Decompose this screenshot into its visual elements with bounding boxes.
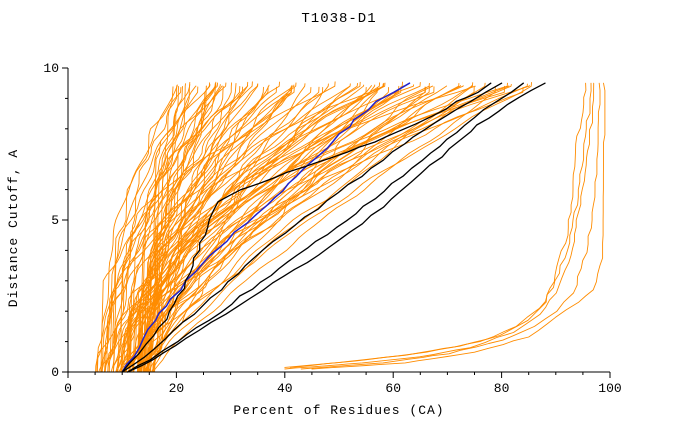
x-tick-label: 0 [64, 381, 72, 396]
x-tick-label: 100 [598, 381, 621, 396]
curves-layer [95, 81, 606, 373]
model-curve-orange [137, 87, 312, 373]
curve-black-model-1 [121, 82, 492, 373]
y-axis-label: Distance Cutoff, A [6, 149, 21, 307]
y-tick-label: 5 [51, 213, 59, 228]
model-curve-orange [104, 85, 197, 373]
model-curve-orange [136, 85, 223, 373]
y-tick-label: 10 [43, 61, 59, 76]
curve-black-model-3 [126, 82, 524, 373]
model-curve-orange [120, 82, 381, 373]
curve-black-model-2 [121, 82, 503, 373]
model-curve-orange [124, 82, 218, 373]
model-curve-orange [141, 82, 358, 373]
model-curve-orange [122, 85, 448, 373]
x-tick-label: 20 [169, 381, 185, 396]
model-curve-orange [145, 83, 460, 373]
model-curve-orange [144, 87, 390, 373]
model-curve-orange [145, 83, 186, 373]
curve-black-model-4 [126, 82, 546, 373]
model-curve-orange [146, 82, 430, 373]
model-curve-orange [147, 85, 372, 373]
model-curve-orange [139, 84, 221, 373]
model-curve-orange [104, 86, 182, 373]
model-curve-orange [112, 86, 244, 373]
model-curve-orange [96, 84, 415, 373]
model-curve-orange [131, 84, 211, 373]
model-curve-orange [152, 84, 191, 373]
model-curve-orange [107, 86, 292, 373]
curve-orange-outlier-3 [300, 82, 601, 370]
model-curve-orange [150, 83, 237, 373]
model-curve-orange [107, 82, 227, 373]
model-curve-orange [147, 84, 365, 373]
model-curve-orange [137, 85, 216, 373]
x-axis-label: Percent of Residues (CA) [233, 403, 444, 418]
model-curve-orange [110, 84, 178, 373]
model-curve-orange [140, 86, 269, 373]
curve-orange-outlier-5 [284, 82, 595, 370]
curve-blue-model [121, 82, 411, 373]
model-curve-orange [124, 87, 324, 373]
curve-orange-outlier-2 [289, 82, 592, 368]
model-curve-orange [152, 86, 430, 373]
chart-title: T1038-D1 [301, 11, 376, 27]
y-tick-label: 0 [51, 365, 59, 380]
axes-layer: 0 20 40 60 80 100 0 5 10 [43, 61, 621, 396]
model-curve-orange [125, 84, 295, 373]
model-curve-orange [148, 82, 385, 373]
model-curve-orange [133, 86, 524, 373]
curve-orange-outlier-4 [311, 82, 606, 370]
model-curve-orange [143, 84, 258, 373]
model-curve-orange [152, 86, 496, 373]
model-curve-orange [108, 81, 253, 373]
model-curve-orange [100, 84, 178, 373]
x-tick-label: 60 [385, 381, 401, 396]
model-curve-orange [120, 82, 421, 373]
model-curve-orange [129, 85, 464, 373]
x-tick-label: 80 [494, 381, 510, 396]
x-tick-label: 40 [277, 381, 293, 396]
model-curve-orange [96, 84, 376, 373]
model-curve-orange [140, 82, 216, 373]
